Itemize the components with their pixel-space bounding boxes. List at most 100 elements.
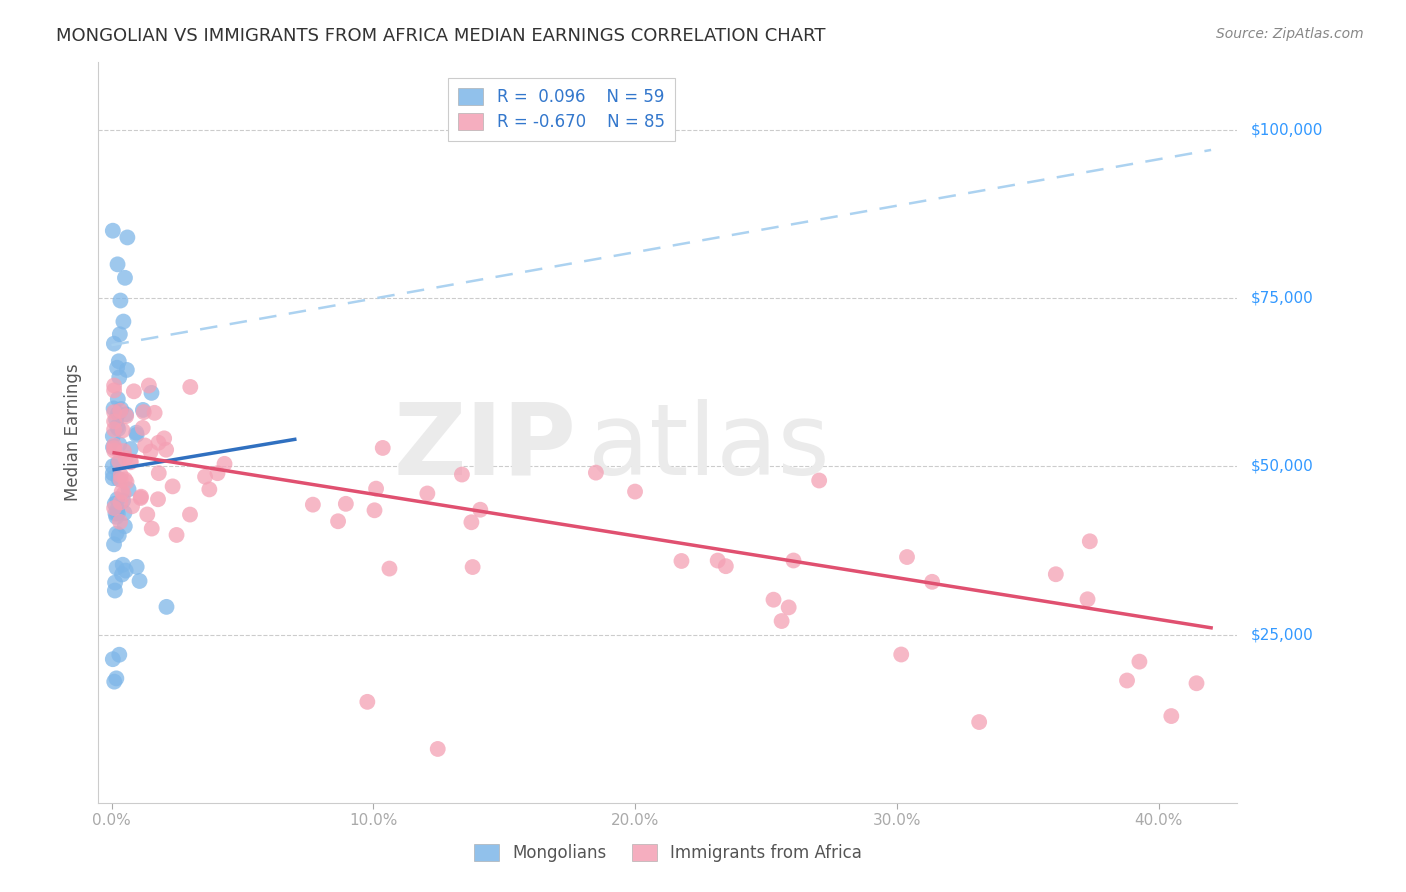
Point [706, 553, 728, 567]
Point [101, 459, 124, 474]
Point [141, 385, 163, 400]
Point [115, 475, 138, 489]
Point [115, 409, 138, 423]
Point [416, 486, 439, 500]
Point [121, 500, 143, 514]
Point [808, 474, 831, 488]
Point [101, 471, 124, 485]
Text: Source: ZipAtlas.com: Source: ZipAtlas.com [1216, 27, 1364, 41]
Point [105, 526, 128, 541]
Point [103, 336, 125, 351]
Point [770, 614, 793, 628]
Point [101, 440, 124, 454]
Point [129, 491, 152, 505]
Text: MONGOLIAN VS IMMIGRANTS FROM AFRICA MEDIAN EARNINGS CORRELATION CHART: MONGOLIAN VS IMMIGRANTS FROM AFRICA MEDI… [56, 27, 825, 45]
Point [125, 560, 148, 574]
Point [132, 405, 155, 419]
Point [470, 502, 492, 516]
Point [115, 363, 138, 377]
Text: $50,000: $50,000 [1250, 458, 1313, 474]
Point [104, 583, 127, 598]
Point [103, 414, 125, 428]
Text: atlas: atlas [588, 399, 830, 496]
Point [302, 498, 325, 512]
Point [782, 553, 804, 567]
Point [114, 451, 136, 466]
Point [155, 599, 177, 614]
Point [111, 484, 134, 499]
Point [107, 456, 129, 470]
Point [371, 441, 394, 455]
Point [110, 402, 132, 417]
Point [107, 507, 129, 521]
Point [120, 454, 142, 468]
Point [112, 314, 135, 328]
Point [146, 492, 169, 507]
Point [125, 425, 148, 440]
Point [107, 354, 129, 368]
Point [111, 424, 134, 438]
Point [103, 378, 125, 392]
Point [132, 403, 155, 417]
Point [103, 443, 125, 458]
Point [207, 466, 229, 480]
Point [117, 230, 139, 244]
Point [1116, 673, 1139, 688]
Point [110, 293, 132, 308]
Point [179, 380, 201, 394]
Point [461, 560, 484, 574]
Point [148, 466, 170, 480]
Y-axis label: Median Earnings: Median Earnings [65, 364, 83, 501]
Point [364, 482, 387, 496]
Point [363, 503, 385, 517]
Point [112, 444, 135, 458]
Point [112, 487, 135, 501]
Point [105, 412, 128, 426]
Point [107, 472, 129, 486]
Point [107, 257, 129, 271]
Point [138, 378, 160, 392]
Point [111, 558, 134, 572]
Point [103, 422, 125, 436]
Point [101, 467, 124, 481]
Point [1185, 676, 1208, 690]
Point [120, 442, 142, 456]
Point [378, 561, 401, 575]
Point [114, 506, 136, 520]
Point [1076, 592, 1098, 607]
Point [426, 742, 449, 756]
Point [108, 370, 131, 384]
Point [460, 515, 482, 529]
Point [585, 466, 607, 480]
Point [105, 360, 128, 375]
Point [335, 497, 357, 511]
Point [139, 444, 162, 458]
Point [108, 515, 131, 529]
Point [896, 549, 918, 564]
Point [103, 401, 125, 416]
Point [132, 421, 155, 435]
Point [114, 519, 136, 533]
Point [112, 493, 135, 508]
Point [108, 437, 131, 451]
Text: $100,000: $100,000 [1250, 122, 1323, 137]
Point [143, 406, 166, 420]
Point [114, 472, 136, 486]
Point [148, 435, 170, 450]
Point [778, 600, 800, 615]
Point [104, 507, 127, 521]
Point [129, 490, 152, 504]
Point [105, 419, 128, 434]
Point [108, 648, 131, 662]
Point [153, 431, 176, 445]
Point [110, 473, 132, 487]
Point [104, 575, 127, 590]
Point [136, 508, 159, 522]
Point [103, 537, 125, 551]
Point [105, 560, 128, 574]
Point [624, 484, 647, 499]
Text: ZIP: ZIP [394, 399, 576, 496]
Point [1078, 534, 1101, 549]
Point [714, 559, 737, 574]
Point [108, 327, 131, 342]
